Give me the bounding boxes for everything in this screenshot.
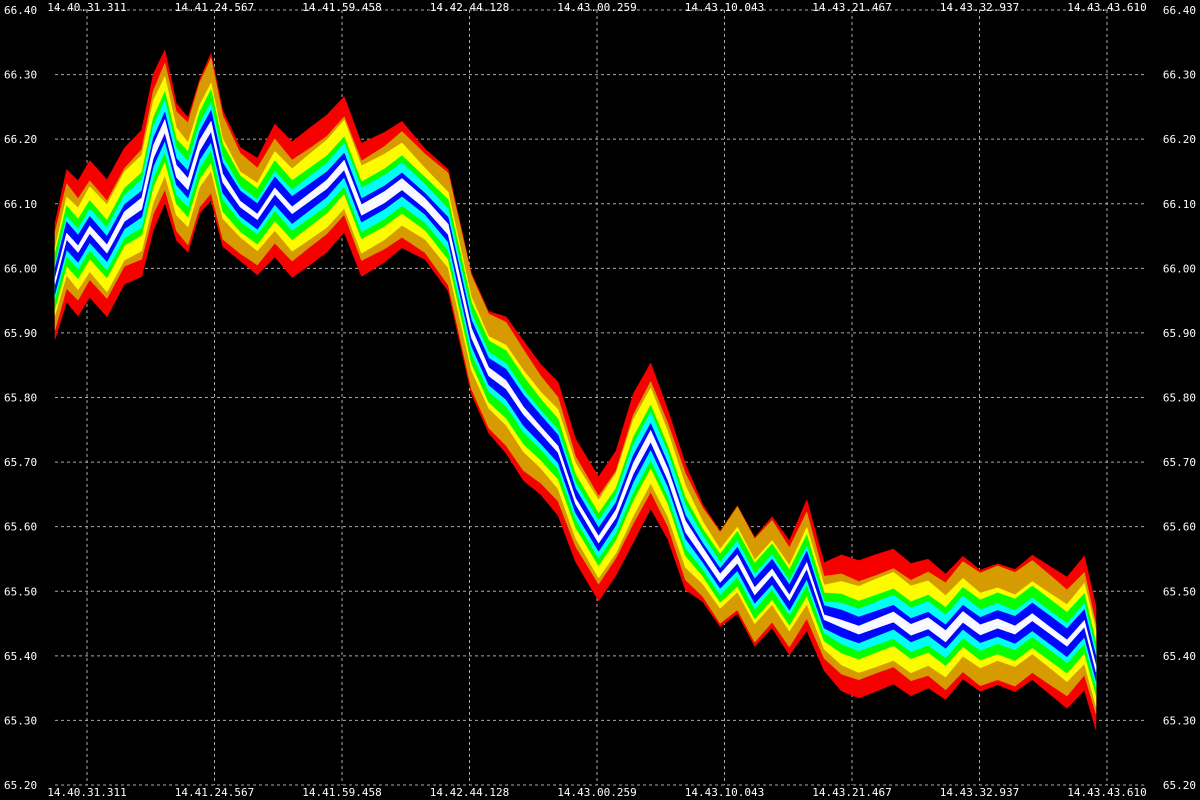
y-tick-label-right: 65.70 xyxy=(1163,456,1196,469)
y-tick-label-right: 66.40 xyxy=(1163,4,1196,17)
x-tick-label-top: 14.43.00.259 xyxy=(557,1,636,14)
y-tick-label-left: 65.60 xyxy=(4,521,37,534)
y-tick-label-left: 65.70 xyxy=(4,456,37,469)
y-tick-label-right: 65.20 xyxy=(1163,779,1196,792)
y-tick-label-right: 66.20 xyxy=(1163,133,1196,146)
y-tick-label-left: 66.30 xyxy=(4,69,37,82)
y-tick-label-left: 65.40 xyxy=(4,650,37,663)
y-tick-label-right: 65.90 xyxy=(1163,327,1196,340)
x-tick-label-top: 14.41.59.458 xyxy=(302,1,381,14)
y-tick-label-left: 65.30 xyxy=(4,714,37,727)
depth-band-2 xyxy=(54,75,1097,707)
y-tick-label-right: 66.00 xyxy=(1163,262,1196,275)
y-tick-label-left: 65.20 xyxy=(4,779,37,792)
x-tick-label-bottom: 14.42.44.128 xyxy=(430,786,509,799)
y-tick-label-right: 66.30 xyxy=(1163,69,1196,82)
x-tick-label-bottom: 14.43.10.043 xyxy=(685,786,764,799)
label-layer: 66.40 66.40 66.30 66.30 66.20 66.20 66.10 66.10… xyxy=(4,1,1196,799)
x-tick-label-top: 14.41.24.567 xyxy=(175,1,254,14)
x-tick-label-top: 14.42.44.128 xyxy=(430,1,509,14)
x-tick-label-top: 14.40.31.311 xyxy=(47,1,126,14)
x-tick-label-top: 14.43.21.467 xyxy=(812,1,891,14)
x-tick-label-bottom: 14.43.43.610 xyxy=(1067,786,1146,799)
x-tick-label-top: 14.43.43.610 xyxy=(1067,1,1146,14)
y-tick-label-left: 66.10 xyxy=(4,198,37,211)
x-tick-label-top: 14.43.10.043 xyxy=(685,1,764,14)
y-tick-label-right: 65.30 xyxy=(1163,714,1196,727)
x-tick-label-bottom: 14.41.59.458 xyxy=(302,786,381,799)
y-tick-label-right: 65.60 xyxy=(1163,521,1196,534)
y-tick-label-left: 66.40 xyxy=(4,4,37,17)
y-tick-label-left: 65.90 xyxy=(4,327,37,340)
y-tick-label-left: 66.00 xyxy=(4,262,37,275)
x-tick-label-bottom: 14.41.24.567 xyxy=(175,786,254,799)
y-tick-label-left: 65.80 xyxy=(4,392,37,405)
price-trace-line xyxy=(54,124,1097,669)
depth-band-6 xyxy=(54,118,1097,673)
band-layer xyxy=(54,49,1097,730)
x-tick-label-bottom: 14.43.21.467 xyxy=(812,786,891,799)
y-tick-label-right: 65.40 xyxy=(1163,650,1196,663)
y-tick-label-right: 65.50 xyxy=(1163,585,1196,598)
x-tick-label-bottom: 14.43.32.937 xyxy=(940,786,1019,799)
x-tick-label-bottom: 14.40.31.311 xyxy=(47,786,126,799)
x-tick-label-top: 14.43.32.937 xyxy=(940,1,1019,14)
y-tick-label-right: 65.80 xyxy=(1163,392,1196,405)
y-tick-label-right: 66.10 xyxy=(1163,198,1196,211)
x-tick-label-bottom: 14.43.00.259 xyxy=(557,786,636,799)
y-tick-label-left: 65.50 xyxy=(4,585,37,598)
y-tick-label-left: 66.20 xyxy=(4,133,37,146)
